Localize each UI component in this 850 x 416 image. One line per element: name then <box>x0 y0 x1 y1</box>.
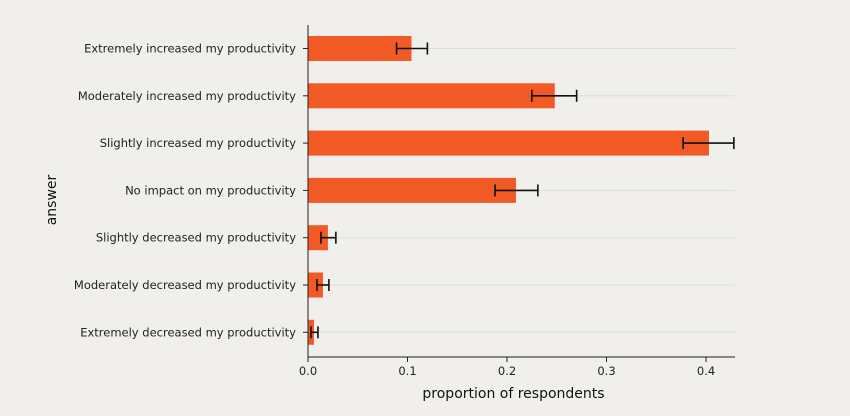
error-bar <box>395 42 429 55</box>
error-bar <box>320 231 337 244</box>
y-tick-labels: Extremely increased my productivity Moder… <box>74 42 308 339</box>
x-tick-label: 0.3 <box>597 364 615 378</box>
x-tick-label: 0.1 <box>398 364 416 378</box>
bar <box>308 272 323 298</box>
x-tick-label: 0.4 <box>697 364 715 378</box>
bar <box>308 225 328 251</box>
error-bar <box>494 184 539 197</box>
error-bar <box>531 89 578 102</box>
axis-layer <box>307 25 735 358</box>
bar <box>308 130 709 156</box>
bar-layer <box>308 36 709 345</box>
x-tick-label: 0.2 <box>498 364 516 378</box>
bar <box>308 36 412 61</box>
x-tick-label: 0.0 <box>299 364 317 378</box>
error-bar <box>316 279 330 291</box>
error-bar <box>682 137 735 150</box>
y-tick-label: Extremely decreased my productivity <box>80 325 296 339</box>
x-axis-title: proportion of respondents <box>422 386 604 402</box>
y-tick-label: Moderately decreased my productivity <box>74 278 296 292</box>
y-axis-title: answer <box>44 174 60 225</box>
error-bar-layer <box>310 42 735 339</box>
x-tick-labels: 0.0 0.1 0.2 0.3 0.4 <box>299 357 715 378</box>
bar <box>308 177 516 203</box>
y-tick-label: Slightly increased my productivity <box>100 136 296 150</box>
y-tick-label: No impact on my productivity <box>125 183 296 197</box>
y-tick-label: Slightly decreased my productivity <box>96 231 296 245</box>
y-tick-label: Moderately increased my productivity <box>78 89 296 103</box>
y-tick-label: Extremely increased my productivity <box>84 42 296 56</box>
bar <box>308 83 555 109</box>
error-bar <box>310 326 319 339</box>
